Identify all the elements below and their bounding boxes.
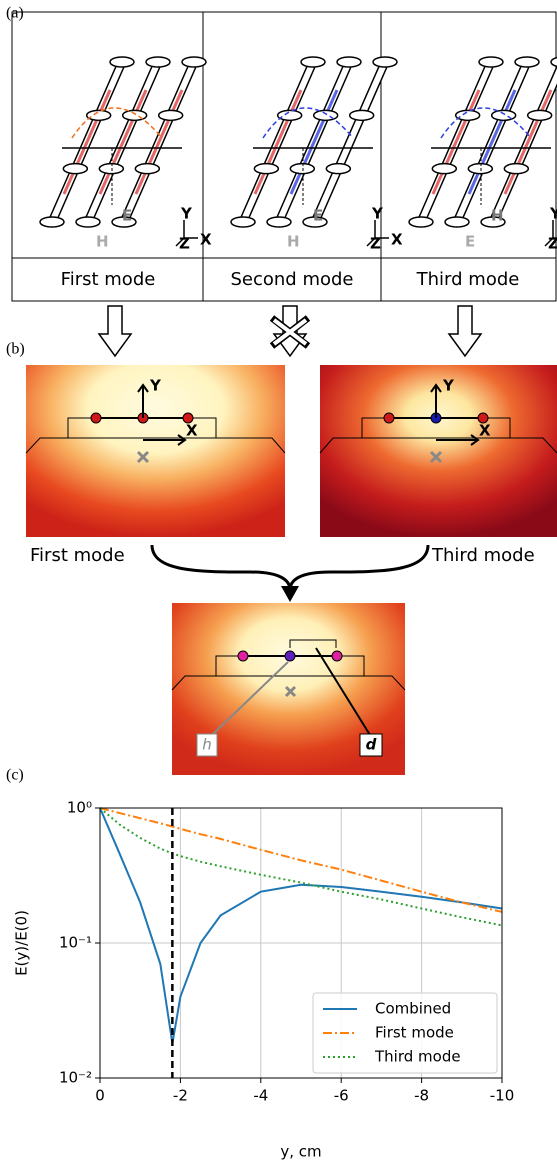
ring bbox=[515, 57, 539, 67]
ring bbox=[409, 217, 433, 227]
ring bbox=[231, 217, 255, 227]
field-map: h d bbox=[172, 603, 405, 775]
field-label: H bbox=[96, 233, 109, 251]
caption: Third mode bbox=[431, 545, 535, 566]
series-line bbox=[100, 808, 502, 925]
y-axis-label: E(y)/E(0) bbox=[13, 910, 31, 976]
ring bbox=[445, 217, 469, 227]
source bbox=[384, 413, 394, 423]
ring bbox=[254, 164, 278, 174]
arrow-head bbox=[281, 586, 299, 602]
ring bbox=[456, 110, 480, 120]
ring bbox=[492, 110, 516, 120]
y-tick-label: 10⁻² bbox=[59, 1069, 92, 1087]
x-tick-label: -6 bbox=[334, 1087, 349, 1105]
x-axis-label: y, cm bbox=[280, 1143, 321, 1161]
ring bbox=[373, 57, 397, 67]
axis-letter: Y bbox=[371, 205, 384, 223]
axis-letter: X bbox=[200, 231, 212, 249]
axis-letter: Y bbox=[442, 377, 455, 395]
ring bbox=[146, 57, 170, 67]
ring bbox=[432, 164, 456, 174]
axis-letter: Y bbox=[549, 205, 557, 223]
y-tick-label: 10⁻¹ bbox=[59, 934, 92, 952]
ring bbox=[135, 164, 159, 174]
merge-arrow bbox=[152, 545, 428, 590]
ring bbox=[278, 110, 302, 120]
x-tick-label: -8 bbox=[414, 1087, 429, 1105]
panel-label: (b) bbox=[6, 341, 25, 358]
field-label: E bbox=[122, 207, 132, 225]
h-label: h bbox=[202, 736, 212, 754]
caption: First mode bbox=[30, 545, 125, 566]
panel-label: (c) bbox=[6, 767, 24, 784]
axis-letter: Y bbox=[180, 205, 193, 223]
ring bbox=[350, 110, 374, 120]
ring bbox=[290, 164, 314, 174]
source bbox=[332, 651, 342, 661]
axis-letter: Z bbox=[548, 235, 557, 253]
mode-label: First mode bbox=[61, 269, 156, 290]
ring bbox=[337, 57, 361, 67]
ring bbox=[326, 164, 350, 174]
chart: E(y)/E(0) y, cm 0 -2 -4 -6 -8 -10 10⁰ 10⁻¹ 10⁻² C… bbox=[13, 799, 515, 1161]
axis-letter: Z bbox=[370, 235, 381, 253]
ring bbox=[479, 57, 503, 67]
ring bbox=[159, 110, 183, 120]
legend: Combined First mode Third mode bbox=[313, 993, 497, 1073]
ring bbox=[314, 110, 338, 120]
field-arc bbox=[72, 108, 162, 138]
ring bbox=[63, 164, 87, 174]
mode-label: Third mode bbox=[416, 269, 520, 290]
field-arc bbox=[441, 108, 531, 138]
field-map: Y X bbox=[320, 365, 557, 537]
ring bbox=[123, 110, 147, 120]
x-tick-label: -10 bbox=[490, 1087, 515, 1105]
cells: EHYZXEHYZXHEYZX bbox=[40, 57, 557, 253]
ring bbox=[99, 164, 123, 174]
source bbox=[238, 651, 248, 661]
ring bbox=[267, 217, 291, 227]
strip bbox=[493, 62, 557, 222]
mode-label: Second mode bbox=[230, 269, 353, 290]
ring bbox=[110, 57, 134, 67]
field-map: Y X bbox=[26, 365, 285, 537]
axis-letter: X bbox=[391, 231, 403, 249]
x-tick-label: -4 bbox=[253, 1087, 268, 1105]
ring bbox=[301, 57, 325, 67]
d-label: d bbox=[366, 736, 377, 754]
legend-label: First mode bbox=[375, 1024, 454, 1042]
field-label: H bbox=[491, 207, 504, 225]
x-tick-label: -2 bbox=[173, 1087, 188, 1105]
ring bbox=[87, 110, 111, 120]
page: (a) EHYZXEHYZXHEYZX First mode Second mo… bbox=[0, 0, 557, 1167]
down-arrow bbox=[99, 306, 131, 356]
field-arc bbox=[263, 108, 353, 138]
axis-letter: X bbox=[479, 422, 491, 440]
field-label: E bbox=[465, 233, 475, 251]
series-line bbox=[100, 808, 502, 912]
ring bbox=[76, 217, 100, 227]
axis-letter: X bbox=[186, 422, 198, 440]
panel-label: (a) bbox=[6, 5, 24, 22]
ring bbox=[468, 164, 492, 174]
ring bbox=[182, 57, 206, 67]
field-label: H bbox=[287, 233, 300, 251]
legend-label: Combined bbox=[375, 1000, 451, 1018]
x-tick-label: 0 bbox=[95, 1087, 105, 1105]
down-arrow bbox=[449, 306, 481, 356]
ring bbox=[504, 164, 528, 174]
axis-letter: Y bbox=[149, 377, 162, 395]
field bbox=[320, 365, 557, 537]
ring bbox=[40, 217, 64, 227]
axis-letter: Z bbox=[179, 235, 190, 253]
field-label: E bbox=[313, 207, 323, 225]
legend-label: Third mode bbox=[374, 1048, 461, 1066]
y-tick-label: 10⁰ bbox=[67, 799, 92, 817]
ring bbox=[528, 110, 552, 120]
source bbox=[91, 413, 101, 423]
source bbox=[285, 651, 295, 661]
figure: (a) EHYZXEHYZXHEYZX First mode Second mo… bbox=[0, 0, 557, 1167]
ring bbox=[551, 57, 557, 67]
